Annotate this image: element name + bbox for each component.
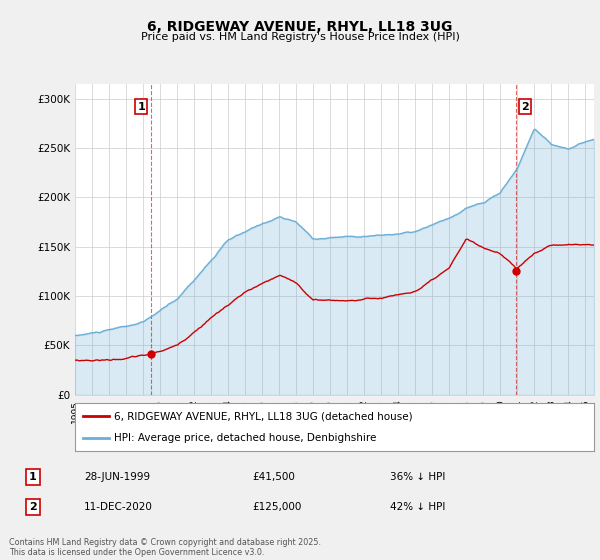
Text: HPI: Average price, detached house, Denbighshire: HPI: Average price, detached house, Denb… — [114, 433, 376, 443]
Text: 1: 1 — [137, 102, 145, 111]
Text: 11-DEC-2020: 11-DEC-2020 — [84, 502, 153, 512]
Text: Price paid vs. HM Land Registry's House Price Index (HPI): Price paid vs. HM Land Registry's House … — [140, 32, 460, 43]
Text: £41,500: £41,500 — [252, 472, 295, 482]
Text: 6, RIDGEWAY AVENUE, RHYL, LL18 3UG (detached house): 6, RIDGEWAY AVENUE, RHYL, LL18 3UG (deta… — [114, 411, 413, 421]
Text: £125,000: £125,000 — [252, 502, 301, 512]
Text: 28-JUN-1999: 28-JUN-1999 — [84, 472, 150, 482]
Text: 36% ↓ HPI: 36% ↓ HPI — [390, 472, 445, 482]
Text: Contains HM Land Registry data © Crown copyright and database right 2025.
This d: Contains HM Land Registry data © Crown c… — [9, 538, 321, 557]
Text: 2: 2 — [29, 502, 37, 512]
Text: 2: 2 — [521, 102, 529, 111]
Text: 6, RIDGEWAY AVENUE, RHYL, LL18 3UG: 6, RIDGEWAY AVENUE, RHYL, LL18 3UG — [148, 20, 452, 34]
Text: 42% ↓ HPI: 42% ↓ HPI — [390, 502, 445, 512]
Text: 1: 1 — [29, 472, 37, 482]
